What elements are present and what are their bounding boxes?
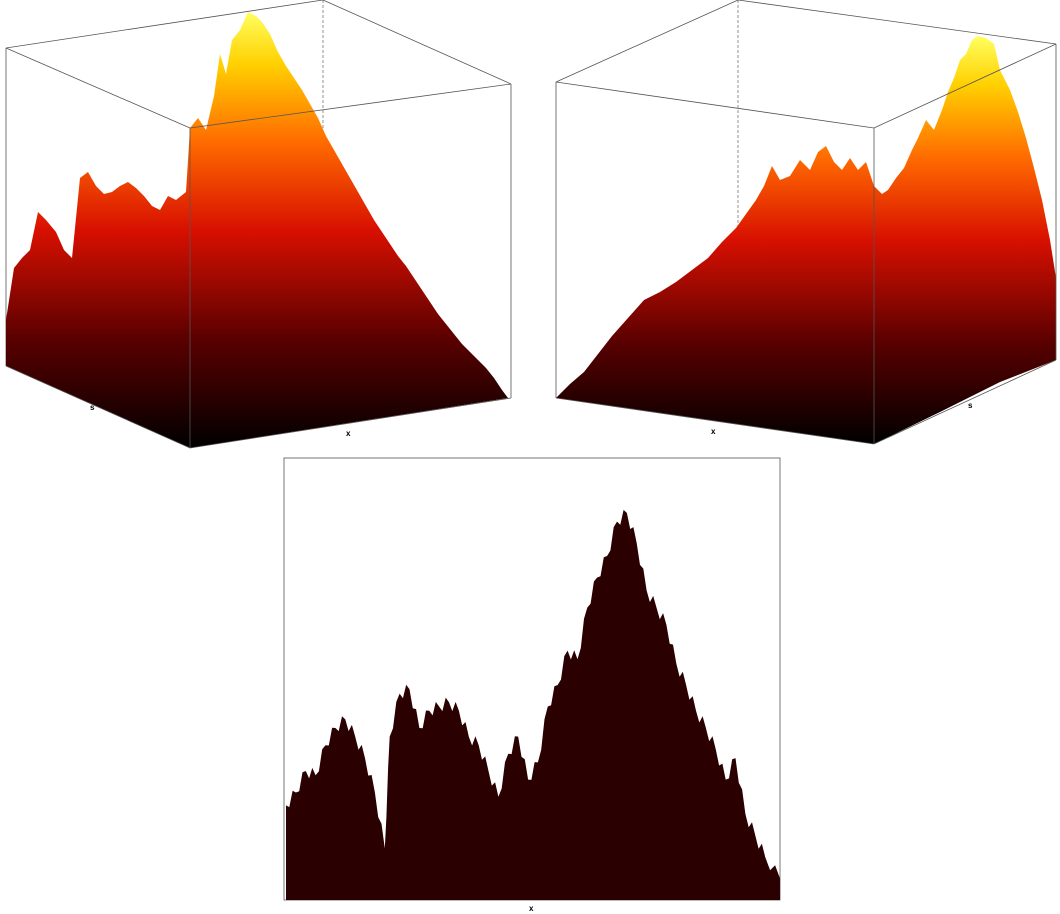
box-back-edges [555,0,1057,398]
panel-left-3d: s x [5,0,512,449]
box-front-edges [555,43,1057,445]
panel-right-3d: x s [555,0,1057,445]
surface-right [556,36,1056,444]
axis-label-x-bottom: x [529,904,534,913]
surface-left [6,12,508,448]
projection-area [286,509,780,900]
axis-label-s-left: s [90,403,95,412]
axis-label-x-right: x [711,427,716,436]
panel-bottom-projection: x [283,457,781,913]
axis-label-s-right: s [968,401,973,410]
axis-label-x-left: x [346,429,351,438]
box-front-edges [5,47,512,449]
box-back-edges [5,0,512,366]
